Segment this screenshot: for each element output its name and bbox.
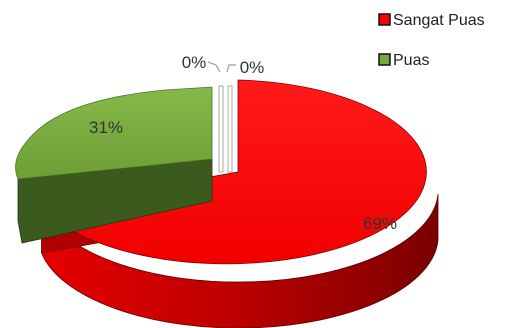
slice-zero-1-top [218,85,224,173]
legend-swatch-puas [378,53,391,66]
data-label-sangat-puas: 69% [363,214,397,233]
data-label-zero-2: 0% [240,58,265,77]
legend-label-puas: Puas [393,52,429,69]
slice-sangat-puas-side [41,193,439,328]
slice-zero-2 [227,85,233,173]
legend-item-puas: Puas [378,52,429,69]
legend-item-sangat-puas: Sangat Puas [378,12,485,29]
slice-zero-1 [218,85,224,173]
slice-puas [15,86,213,244]
legend: Sangat Puas Puas [378,12,485,69]
legend-swatch-sangat-puas [378,13,391,26]
leader-line-zero-2 [226,64,236,73]
slice-sangat-puas-top [40,79,427,265]
data-label-puas: 31% [89,118,123,137]
data-label-zero-1: 0% [182,53,207,72]
leader-line-zero-1 [207,61,221,73]
slice-puas-top [15,86,213,180]
legend-label-sangat-puas: Sangat Puas [393,12,485,29]
slice-zero-2-top [227,85,233,173]
